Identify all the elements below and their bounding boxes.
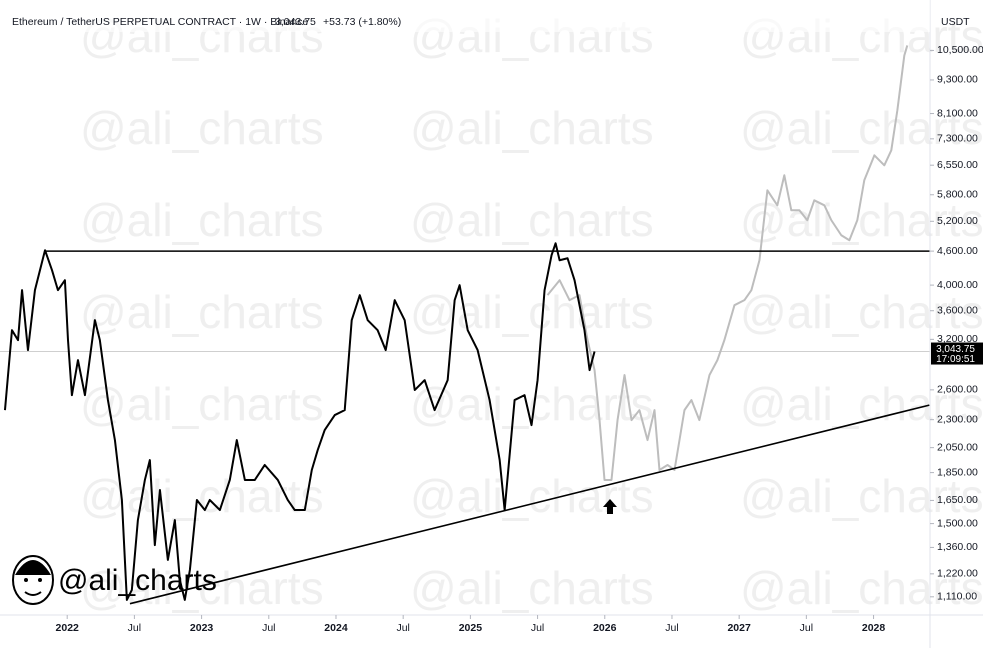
x-tick-label: 2026 [593,622,617,634]
x-tick-label: Jul [396,622,409,634]
watermark-text: @ali_charts [410,562,654,614]
watermark-text: @ali_charts [80,562,324,614]
countdown: 17:09:51 [936,354,975,365]
price-label: 3,043.75 [936,344,975,355]
header-change: +53.73 (+1.80%) [323,16,401,28]
watermark-text: @ali_charts [740,286,983,338]
watermark-layer: @ali_charts @ali_charts @ali_charts @ali_ch… [80,10,983,614]
price-series [3,242,596,601]
watermark-text: @ali_charts [410,102,654,154]
logo-eye [24,578,28,582]
x-tick-label: 2024 [324,622,348,634]
y-tick-label: 5,800.00 [937,189,978,201]
y-tick-label: 1,850.00 [937,466,978,478]
logo: @ali_charts [12,555,217,605]
y-tick-label: 2,600.00 [937,384,978,396]
y-tick-label: 7,300.00 [937,133,978,145]
watermark-text: @ali_charts [740,562,983,614]
x-tick-label: 2028 [862,622,886,634]
y-tick-label: 1,220.00 [937,568,978,580]
watermark-text: @ali_charts [740,470,983,522]
y-tick-label: 2,050.00 [937,441,978,453]
watermark-text: @ali_charts [80,286,324,338]
y-tick-label: 1,650.00 [937,494,978,506]
y-tick-label: 2,300.00 [937,413,978,425]
symbol: Ethereum / TetherUS PERPETUAL CONTRACT ·… [12,16,308,28]
x-tick-label: Jul [531,622,544,634]
watermark-text: @ali_charts [410,286,654,338]
trend-line [129,404,930,605]
y-tick-label: 5,200.00 [937,215,978,227]
logo-text: @ali_charts [58,564,217,597]
header-bg [0,0,930,32]
y-tick-label: 1,360.00 [937,541,978,553]
x-tick-label: 2025 [459,622,483,634]
y-tick-label: 10,500.00 [937,44,983,56]
y-tick-label: 3,600.00 [937,305,978,317]
plot-area [0,45,930,605]
y-tick-label: 9,300.00 [937,74,978,86]
price-series [546,45,909,481]
watermark-text: @ali_charts [740,194,983,246]
y-tick-label: 8,100.00 [937,107,978,119]
y-tick-label: 1,500.00 [937,517,978,529]
watermark-text: @ali_charts [410,470,654,522]
y-tick-label: 4,000.00 [937,279,978,291]
price-label-box [931,342,983,365]
y-tick-label: 3,200.00 [937,333,978,345]
watermark-text: @ali_charts [740,102,983,154]
x-tick-label: 2023 [190,622,214,634]
watermark-text: @ali_charts [80,378,324,430]
logo-mouth [24,591,42,596]
currency: USDT [941,16,970,28]
x-tick-label: Jul [128,622,141,634]
x-tick-label: Jul [262,622,275,634]
logo-eye [38,578,42,582]
watermark-text: @ali_charts [80,102,324,154]
x-tick-label: 2027 [727,622,751,634]
logo-hair [15,560,51,575]
x-tick-label: 2022 [56,622,80,634]
x-tick-label: Jul [665,622,678,634]
watermark-text: @ali_charts [410,194,654,246]
up-arrow [603,499,617,514]
y-tick-label: 6,550.00 [937,159,978,171]
y-tick-label: 1,110.00 [937,591,977,603]
y-tick-label: 4,600.00 [937,245,978,257]
watermark-text: @ali_charts [80,470,324,522]
x-tick-label: Jul [800,622,813,634]
watermark-text: @ali_charts [80,194,324,246]
header-price: 3,043.75 [275,16,316,28]
